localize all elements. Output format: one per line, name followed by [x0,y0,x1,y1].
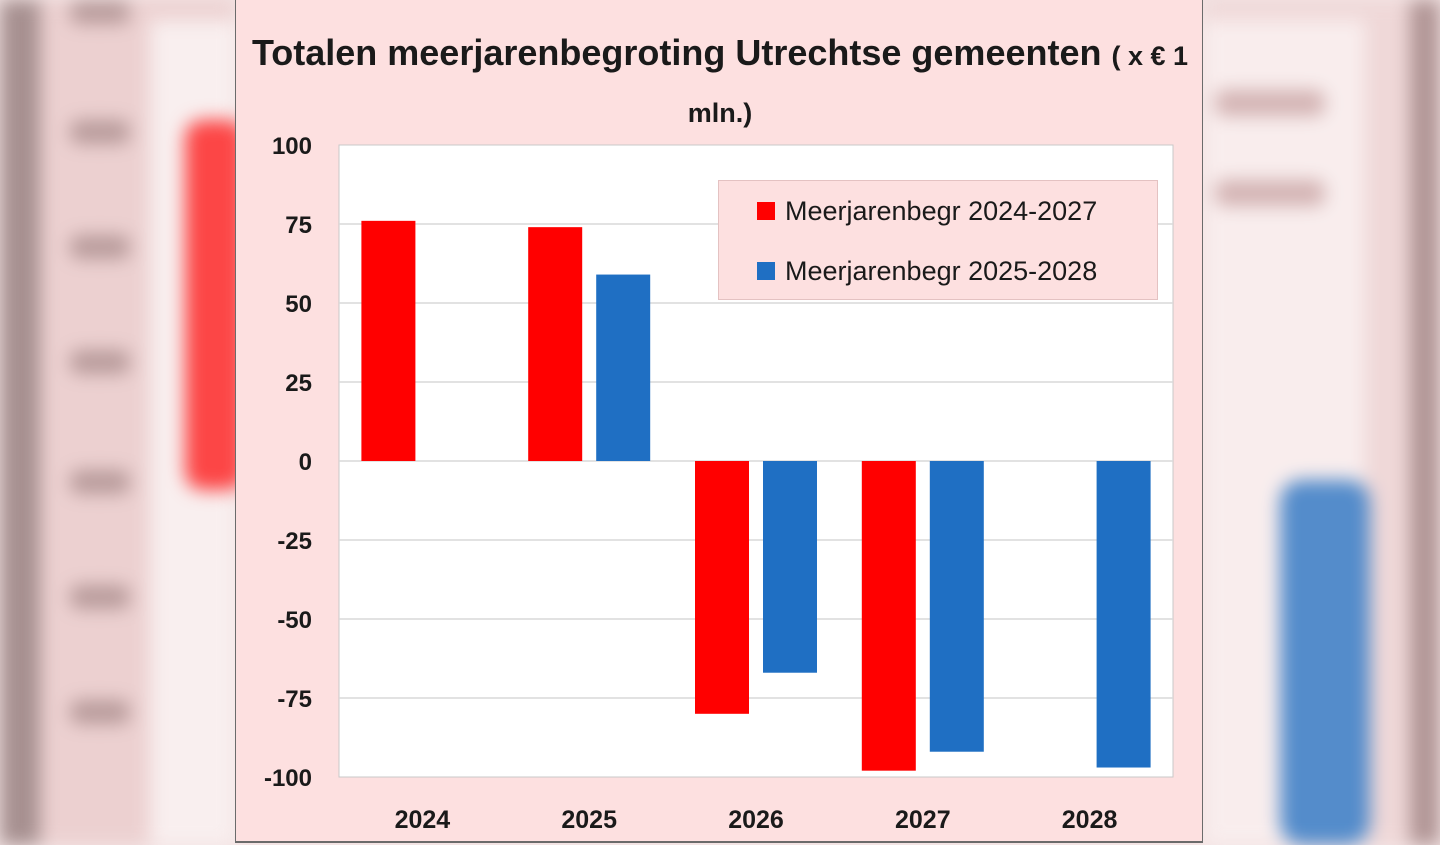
y-tick-label: -100 [264,765,312,792]
x-tick-label: 2027 [895,806,951,834]
bar-red [861,461,916,771]
bar-blue [763,461,817,673]
bar-red [695,461,749,714]
legend-item-series-1: Meerjarenbegr 2024-2027 [757,193,1097,229]
x-tick-label: 2024 [395,806,451,834]
chart-legend: Meerjarenbegr 2024-2027 Meerjarenbegr 20… [718,180,1158,300]
legend-swatch-red [757,202,775,220]
y-tick-label: -50 [277,607,312,634]
y-tick-label: -25 [277,528,312,555]
backdrop-tick-label [70,585,130,609]
y-tick-label: 75 [285,212,312,239]
y-tick-label: 100 [272,133,312,160]
bar-red [361,220,416,461]
y-tick-label: -75 [277,686,312,713]
backdrop-tick-label [70,0,130,24]
bar-blue [596,274,651,461]
backdrop-right-edge [1410,0,1440,845]
bar-red [528,227,583,461]
backdrop-left-edge [0,0,40,845]
x-tick-label: 2025 [561,806,617,834]
backdrop-legend-text [1215,90,1325,116]
backdrop-legend-text [1215,180,1325,206]
legend-swatch-blue [757,262,775,280]
chart-panel: Totalen meerjarenbegroting Utrechtse gem… [235,0,1203,843]
backdrop-tick-label [70,700,130,724]
chart-title-text: Totalen meerjarenbegroting Utrechtse gem… [251,32,1102,73]
y-tick-label: 0 [299,449,312,476]
legend-label: Meerjarenbegr 2024-2027 [785,195,1098,226]
chart-title-units: ( x € 1 mln.) [687,41,1189,128]
bar-blue [1096,461,1151,768]
y-tick-label: 25 [285,370,312,397]
x-tick-label: 2026 [728,806,784,834]
legend-item-series-2: Meerjarenbegr 2025-2028 [757,253,1097,289]
backdrop-tick-label [70,350,130,374]
x-tick-label: 2028 [1062,806,1118,834]
backdrop-tick-label [70,470,130,494]
backdrop-tick-label [70,120,130,144]
backdrop-tick-label [70,235,130,259]
legend-label: Meerjarenbegr 2025-2028 [785,255,1098,286]
bar-chart: 100 75 50 25 0 -25 -50 -75 -100 2024 2025 2026 2027 2… [264,133,1174,834]
bar-blue [929,461,984,752]
backdrop-blue-bar [1280,480,1370,845]
y-tick-label: 50 [285,291,312,318]
chart-title: Totalen meerjarenbegroting Utrechtse gem… [236,26,1204,140]
